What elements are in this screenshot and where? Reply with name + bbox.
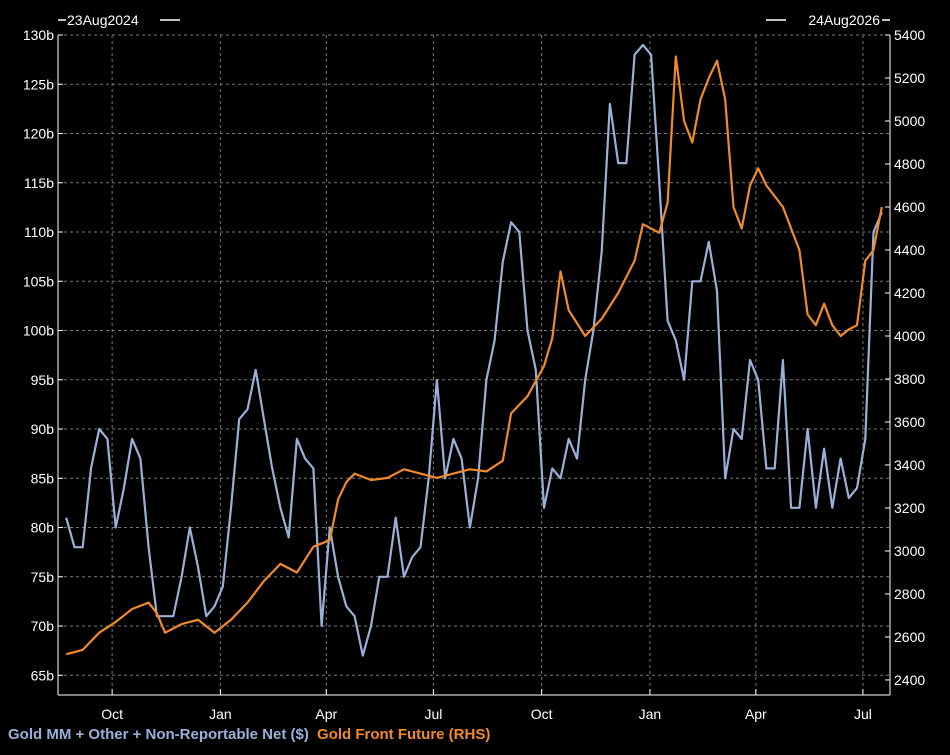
right-tick-label: 3200 (894, 500, 925, 516)
series-lines (65, 43, 883, 657)
right-tick-label: 3800 (894, 371, 925, 387)
grid (58, 34, 890, 695)
x-tick-label: Jan (639, 706, 662, 722)
left-tick-label: 85b (31, 470, 55, 486)
series-line-gold-front-future (65, 55, 883, 656)
left-tick-label: 120b (23, 126, 54, 142)
legend-item-gold-front-future: Gold Front Future (RHS) (317, 726, 491, 743)
right-tick-label: 3000 (894, 543, 925, 559)
right-tick-label: 5400 (894, 27, 925, 43)
left-tick-label: 110b (24, 224, 54, 240)
x-tick-label: Oct (101, 706, 123, 722)
left-tick-label: 65b (31, 667, 55, 683)
left-tick-label: 105b (23, 273, 54, 289)
right-tick-label: 5000 (894, 113, 925, 129)
left-tick-label: 130b (23, 27, 54, 43)
left-tick-label: 125b (23, 76, 54, 92)
left-axis-ticks: 130b 125b 120b 115b 110b 105b 100b 95b 90b 85b 80b… (23, 27, 63, 683)
right-tick-label: 4800 (894, 156, 925, 172)
plot-frame (57, 35, 891, 696)
left-tick-label: 80b (31, 520, 55, 536)
x-tick-label: Jan (209, 706, 232, 722)
right-tick-label: 4000 (894, 328, 925, 344)
right-tick-label: 4600 (894, 199, 925, 215)
end-date-label: 24Aug2026 (808, 12, 880, 28)
right-tick-label: 2600 (894, 629, 925, 645)
right-tick-label: 5200 (894, 70, 925, 86)
legend-item-net-positioning: Gold MM + Other + Non-Reportable Net ($) (8, 726, 309, 743)
left-tick-label: 75b (31, 569, 55, 585)
date-range-markers: 23Aug2024 24Aug2026 (58, 12, 890, 28)
right-tick-label: 3600 (894, 414, 925, 430)
right-tick-label: 4400 (894, 242, 925, 258)
left-tick-label: 95b (31, 372, 55, 388)
left-tick-label: 90b (31, 421, 55, 437)
x-tick-label: Oct (531, 706, 553, 722)
start-date-label: 23Aug2024 (67, 12, 139, 28)
x-tick-label: Jul (854, 706, 872, 722)
x-tick-label: Apr (315, 706, 337, 722)
left-tick-label: 100b (23, 323, 54, 339)
right-tick-label: 2400 (894, 672, 925, 688)
right-tick-label: 2800 (894, 586, 925, 602)
left-tick-label: 115b (24, 175, 54, 191)
legend: Gold MM + Other + Non-Reportable Net ($)… (8, 726, 490, 743)
x-tick-label: Apr (745, 706, 767, 722)
x-tick-label: Jul (424, 706, 442, 722)
right-tick-label: 3400 (894, 457, 925, 473)
left-tick-label: 70b (31, 618, 55, 634)
right-axis-ticks: 5400 5200 5000 4800 4600 4400 4200 4000 3800 3600… (885, 27, 925, 688)
series-line-net-positioning (65, 43, 883, 657)
right-tick-label: 4200 (894, 285, 925, 301)
x-axis-ticks: Oct Jan Apr Jul Oct Jan Apr Jul (101, 689, 872, 722)
